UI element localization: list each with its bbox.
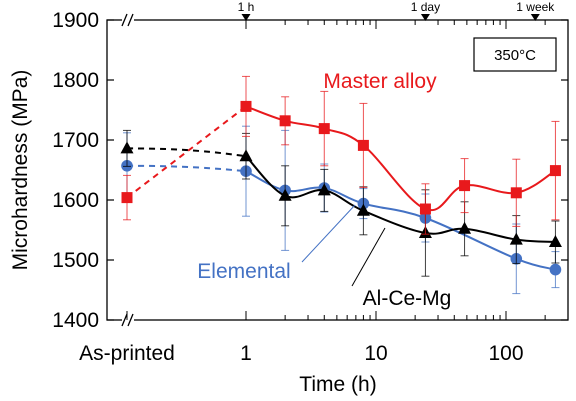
temperature-box: 350°C: [473, 37, 557, 72]
dashed-link-master-alloy: [126, 105, 247, 199]
x-tick-label-10: 10: [364, 342, 387, 365]
y-axis-title: Microhardness (MPa): [9, 70, 32, 271]
y-tick-label-1800: 1800: [52, 69, 99, 92]
y-tick-label-1700: 1700: [52, 129, 99, 152]
point-al-ce-mg-x1: [239, 149, 253, 162]
point-elemental-x240: [549, 263, 562, 276]
point-al-ce-mg-x2: [278, 188, 292, 201]
x-tick-label-1: 1: [240, 342, 252, 365]
line-master-alloy: [245, 105, 556, 212]
top-marker-label-0: 1 h: [238, 0, 255, 14]
x-tick-label-100: 100: [488, 342, 523, 365]
y-tick-label-1600: 1600: [52, 189, 99, 212]
series-al-ce-mg: [120, 129, 562, 277]
point-master-alloy-x24: [419, 203, 431, 215]
series-label-master-alloy: Master alloy: [323, 70, 437, 93]
x-tick-labels: 1 10 100: [240, 342, 523, 365]
point-al-ce-mg-x4: [317, 183, 331, 196]
series-label-elemental: Elemental: [197, 260, 290, 283]
top-marker-label-2: 1 week: [516, 0, 555, 14]
leader-al-ce-mg: [351, 227, 386, 287]
x-tick-label-as-printed: As-printed: [79, 342, 175, 365]
top-marker-arrow-0: [241, 14, 251, 21]
series-layer: [120, 75, 562, 295]
series-label-al-ce-mg: Al-Ce-Mg: [363, 287, 452, 310]
top-time-markers: 1 h 1 day 1 week: [238, 0, 555, 21]
point-master-alloy-x240: [549, 165, 561, 177]
y-tick-label-1400: 1400: [52, 309, 99, 332]
top-marker-arrow-1: [420, 14, 430, 21]
axis-break-bottom: [121, 313, 134, 327]
axis-break-marks: [121, 13, 134, 327]
point-master-alloy-x2: [279, 115, 291, 127]
dashed-link-elemental: [126, 164, 247, 173]
series-elemental: [121, 125, 562, 295]
point-al-ce-mg-x120: [509, 232, 523, 245]
point-master-alloy-as-printed: [121, 192, 133, 204]
top-marker-arrow-2: [530, 14, 540, 21]
point-master-alloy-x48: [459, 180, 471, 192]
line-al-ce-mg: [245, 155, 556, 243]
plot-area-border: [106, 19, 569, 321]
temperature-label: 350°C: [494, 47, 536, 64]
x-axis-title: Time (h): [299, 373, 376, 396]
point-al-ce-mg-x240: [548, 235, 562, 247]
axis-break-top: [121, 13, 134, 27]
temperature-box-border: [473, 37, 557, 72]
point-master-alloy-x8: [357, 139, 369, 151]
point-al-ce-mg-x8: [356, 203, 370, 216]
y-tick-label-1900: 1900: [52, 9, 99, 32]
point-master-alloy-x120: [510, 187, 522, 199]
y-tick-labels: 1400 1500 1600 1700 1800 1900: [52, 9, 99, 332]
point-master-alloy-x1: [240, 100, 252, 112]
plot-frame: [106, 19, 569, 321]
point-al-ce-mg-as-printed: [120, 141, 134, 154]
point-master-alloy-x4: [318, 123, 330, 135]
dashed-link-al-ce-mg: [126, 147, 247, 158]
y-tick-label-1500: 1500: [52, 249, 99, 272]
point-al-ce-mg-x48: [458, 221, 472, 234]
axis-ticks: [107, 19, 568, 321]
series-master-alloy: [121, 75, 561, 235]
series-labels: Master alloy Elemental Al-Ce-Mg: [197, 70, 451, 310]
top-marker-label-1: 1 day: [411, 0, 440, 14]
leader-elemental: [301, 204, 356, 263]
